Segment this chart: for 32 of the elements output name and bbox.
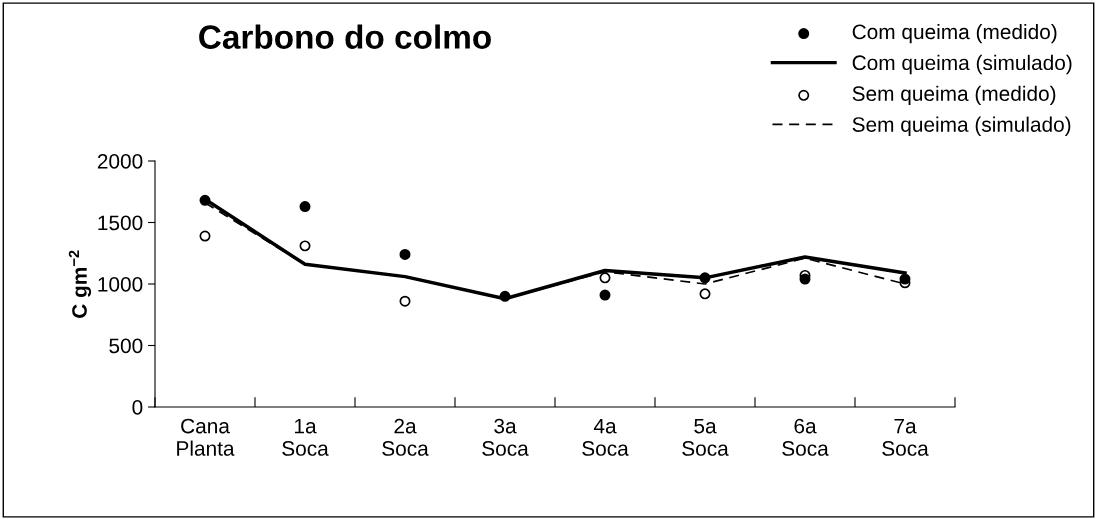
x-tick-label: 4a Soca xyxy=(582,418,629,456)
chart-title: Carbono do colmo xyxy=(199,24,491,49)
y-tick-label: 2000 xyxy=(97,154,143,169)
point xyxy=(799,273,811,285)
point xyxy=(499,290,511,302)
x-tick-label: 6a Soca xyxy=(782,418,829,456)
point xyxy=(199,230,211,242)
legend-label: Sem queima (simulado) xyxy=(852,116,1071,136)
legend-label: Com queima (simulado) xyxy=(852,54,1072,75)
point xyxy=(299,240,311,252)
y-tick-label: 1000 xyxy=(98,277,143,292)
legend-label: Sem queima (medido) xyxy=(852,85,1056,106)
point xyxy=(599,289,611,301)
point xyxy=(199,194,211,206)
x-tick-label: 5a Soca xyxy=(682,418,729,456)
point xyxy=(699,272,711,284)
y-axis-title: C gm$^{−2}$ xyxy=(68,250,92,318)
point xyxy=(399,295,411,307)
point xyxy=(699,288,711,300)
legend-label: Com queima (medido) xyxy=(852,23,1057,44)
point xyxy=(299,201,311,213)
point xyxy=(599,272,611,284)
point xyxy=(399,248,411,260)
y-tick-label: 1500 xyxy=(98,215,143,231)
x-tick-label: 2a Soca xyxy=(382,418,429,456)
y-tick-label: 0 xyxy=(132,400,143,415)
y-tick-label: 500 xyxy=(109,338,143,354)
x-tick-label: Cana Planta xyxy=(177,418,235,456)
x-tick-label: 1a Soca xyxy=(282,418,329,456)
point xyxy=(899,273,911,285)
x-tick-label: 3a Soca xyxy=(482,418,529,456)
x-tick-label: 7a Soca xyxy=(882,418,929,456)
